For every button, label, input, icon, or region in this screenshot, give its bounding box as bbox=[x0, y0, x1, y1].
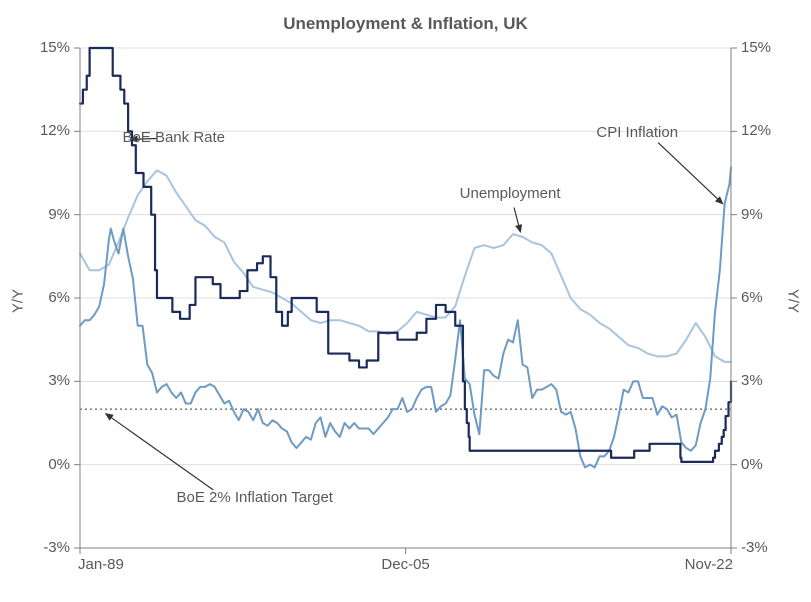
chart-container: Unemployment & Inflation, UK Y/Y Y/Y -3%… bbox=[0, 0, 811, 602]
y-tick-right: -3% bbox=[741, 539, 768, 556]
y-tick-left: 3% bbox=[0, 372, 70, 389]
y-tick-left: 0% bbox=[0, 456, 70, 473]
y-tick-right: 0% bbox=[741, 456, 763, 473]
y-tick-left: -3% bbox=[0, 539, 70, 556]
annotation-label: Unemployment bbox=[460, 185, 561, 202]
y-tick-right: 6% bbox=[741, 289, 763, 306]
y-tick-right: 3% bbox=[741, 372, 763, 389]
y-tick-left: 15% bbox=[0, 39, 70, 56]
y-tick-right: 15% bbox=[741, 39, 771, 56]
annotation-arrow bbox=[106, 414, 214, 490]
annotation-arrow bbox=[658, 143, 723, 204]
y-tick-left: 6% bbox=[0, 289, 70, 306]
x-tick: Jan-89 bbox=[78, 556, 158, 573]
annotation-label: CPI Inflation bbox=[596, 124, 678, 141]
annotation-arrow bbox=[514, 207, 520, 231]
y-tick-right: 9% bbox=[741, 206, 763, 223]
x-tick: Dec-05 bbox=[366, 556, 446, 573]
annotation-label: BoE Bank Rate bbox=[122, 129, 225, 146]
y-tick-left: 9% bbox=[0, 206, 70, 223]
plot-svg bbox=[0, 0, 811, 602]
annotation-label: BoE 2% Inflation Target bbox=[176, 489, 333, 506]
x-tick: Nov-22 bbox=[653, 556, 733, 573]
series-line-boe-bank-rate bbox=[80, 48, 731, 462]
series-line-cpi-inflation bbox=[80, 167, 731, 467]
y-tick-left: 12% bbox=[0, 122, 70, 139]
series-line-unemployment bbox=[80, 170, 731, 362]
y-tick-right: 12% bbox=[741, 122, 771, 139]
